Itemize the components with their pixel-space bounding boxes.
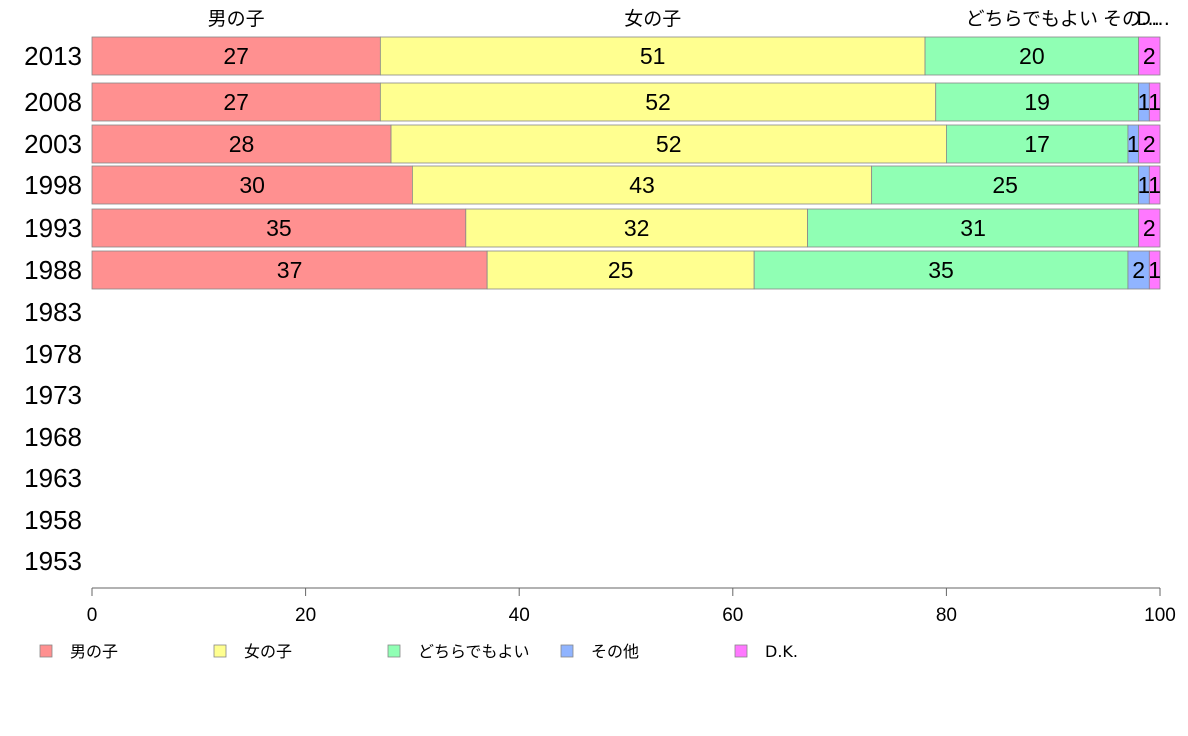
data-label-1988-女の子: 25 xyxy=(608,257,634,283)
data-label-1993-どちらでもよい: 31 xyxy=(960,215,986,241)
column-header-どちらでもよい: どちらでもよい xyxy=(966,8,1098,30)
year-label-1958: 1958 xyxy=(24,505,82,535)
legend: 男の子 女の子 どちらでもよい その他 D.K. xyxy=(39,642,798,661)
x-tick-label-40: 40 xyxy=(509,605,530,626)
data-label-2008-男の子: 27 xyxy=(223,89,249,115)
year-labels: 2013 2008 2003 1998 1993 1988 1983 1978 1973 1968… xyxy=(24,41,82,576)
year-label-1978: 1978 xyxy=(24,339,82,369)
bar-1993-D.K. xyxy=(1138,208,1161,248)
data-label-2003-男の子: 28 xyxy=(229,131,255,157)
data-label-2013-D.K.: 2 xyxy=(1143,43,1156,69)
data-label-2013-どちらでもよい: 20 xyxy=(1019,43,1045,69)
year-label-1953: 1953 xyxy=(24,546,82,576)
data-label-1993-女の子: 32 xyxy=(624,215,650,241)
legend-label-男の子: 男の子 xyxy=(70,642,118,661)
bar-1988-D.K. xyxy=(1148,250,1161,290)
bar-1988-男の子 xyxy=(91,250,488,290)
legend-swatch-男の子 xyxy=(39,644,53,658)
bar-2008-どちらでもよい xyxy=(935,82,1140,122)
bar-1998-D.K. xyxy=(1148,165,1161,205)
column-header-その他: その… xyxy=(1103,8,1160,30)
year-label-1993: 1993 xyxy=(24,213,82,243)
bar-2003-男の子 xyxy=(91,124,392,164)
data-label-2008-その他: 1 xyxy=(1138,89,1151,115)
legend-label-D.K.: D.K. xyxy=(765,642,798,661)
data-label-1988-どちらでもよい: 35 xyxy=(928,257,954,283)
year-label-1968: 1968 xyxy=(24,422,82,452)
year-label-2008: 2008 xyxy=(24,87,82,117)
year-label-1998: 1998 xyxy=(24,170,82,200)
data-label-2008-どちらでもよい: 19 xyxy=(1024,89,1050,115)
legend-label-その他: その他 xyxy=(591,642,639,661)
legend-label-どちらでもよい: どちらでもよい xyxy=(418,642,530,661)
data-label-2003-D.K.: 2 xyxy=(1143,131,1156,157)
legend-swatch-どちらでもよい xyxy=(387,644,401,658)
bar-1998-男の子 xyxy=(91,165,413,205)
legend-label-女の子: 女の子 xyxy=(244,642,292,661)
bar-1988-女の子 xyxy=(486,250,755,290)
x-tick-label-0: 0 xyxy=(87,605,98,626)
data-label-1993-D.K.: 2 xyxy=(1143,215,1156,241)
column-headers: 男の子 女の子 どちらでもよい その…D… xyxy=(208,8,1170,30)
bar-1993-女の子 xyxy=(465,208,808,248)
column-header-D.K.: D… xyxy=(1136,8,1170,30)
data-label-2008-D.K.: 1 xyxy=(1148,89,1161,115)
bar-2013-D.K. xyxy=(1138,36,1161,76)
data-label-2008-女の子: 52 xyxy=(645,89,671,115)
column-header-男の子: 男の子 xyxy=(208,8,265,30)
column-header-女の子: 女の子 xyxy=(624,8,681,30)
bar-1993-男の子 xyxy=(91,208,467,248)
data-label-1998-男の子: 30 xyxy=(239,172,265,198)
year-label-1973: 1973 xyxy=(24,380,82,410)
legend-swatch-D.K. xyxy=(734,644,748,658)
year-label-2013: 2013 xyxy=(24,41,82,71)
legend-swatch-その他 xyxy=(560,644,574,658)
data-label-1988-男の子: 37 xyxy=(277,257,303,283)
data-label-2003-その他: 1 xyxy=(1127,131,1140,157)
year-label-1988: 1988 xyxy=(24,255,82,285)
data-label-2003-どちらでもよい: 17 xyxy=(1024,131,1050,157)
legend-swatch-女の子 xyxy=(213,644,227,658)
data-label-1998-女の子: 43 xyxy=(629,172,655,198)
data-label-2013-男の子: 27 xyxy=(223,43,249,69)
year-label-1983: 1983 xyxy=(24,297,82,327)
data-label-2013-女の子: 51 xyxy=(640,43,666,69)
bar-2013-女の子 xyxy=(379,36,926,76)
x-tick-label-80: 80 xyxy=(936,605,957,626)
data-label-1998-その他: 1 xyxy=(1138,172,1151,198)
data-label-1993-男の子: 35 xyxy=(266,215,292,241)
bar-2008-D.K. xyxy=(1148,82,1161,122)
data-label-1998-どちらでもよい: 25 xyxy=(992,172,1018,198)
data-label-2003-女の子: 52 xyxy=(656,131,682,157)
year-label-1963: 1963 xyxy=(24,463,82,493)
data-label-1998-D.K.: 1 xyxy=(1148,172,1161,198)
bar-2003-どちらでもよい xyxy=(946,124,1129,164)
bar-1998-女の子 xyxy=(411,165,873,205)
year-label-2003: 2003 xyxy=(24,129,82,159)
x-axis: 0 20 40 60 80 100 xyxy=(87,587,1176,626)
data-label-1988-D.K.: 1 xyxy=(1148,257,1161,283)
bar-2008-男の子 xyxy=(91,82,381,122)
bar-2003-D.K. xyxy=(1138,124,1161,164)
x-tick-label-20: 20 xyxy=(295,605,316,626)
bar-1988-どちらでもよい xyxy=(753,250,1129,290)
x-tick-label-60: 60 xyxy=(722,605,743,626)
bar-2003-女の子 xyxy=(390,124,947,164)
bar-2008-女の子 xyxy=(379,82,937,122)
data-label-1988-その他: 2 xyxy=(1132,257,1145,283)
bar-1998-どちらでもよい xyxy=(871,165,1140,205)
x-tick-label-100: 100 xyxy=(1144,605,1176,626)
